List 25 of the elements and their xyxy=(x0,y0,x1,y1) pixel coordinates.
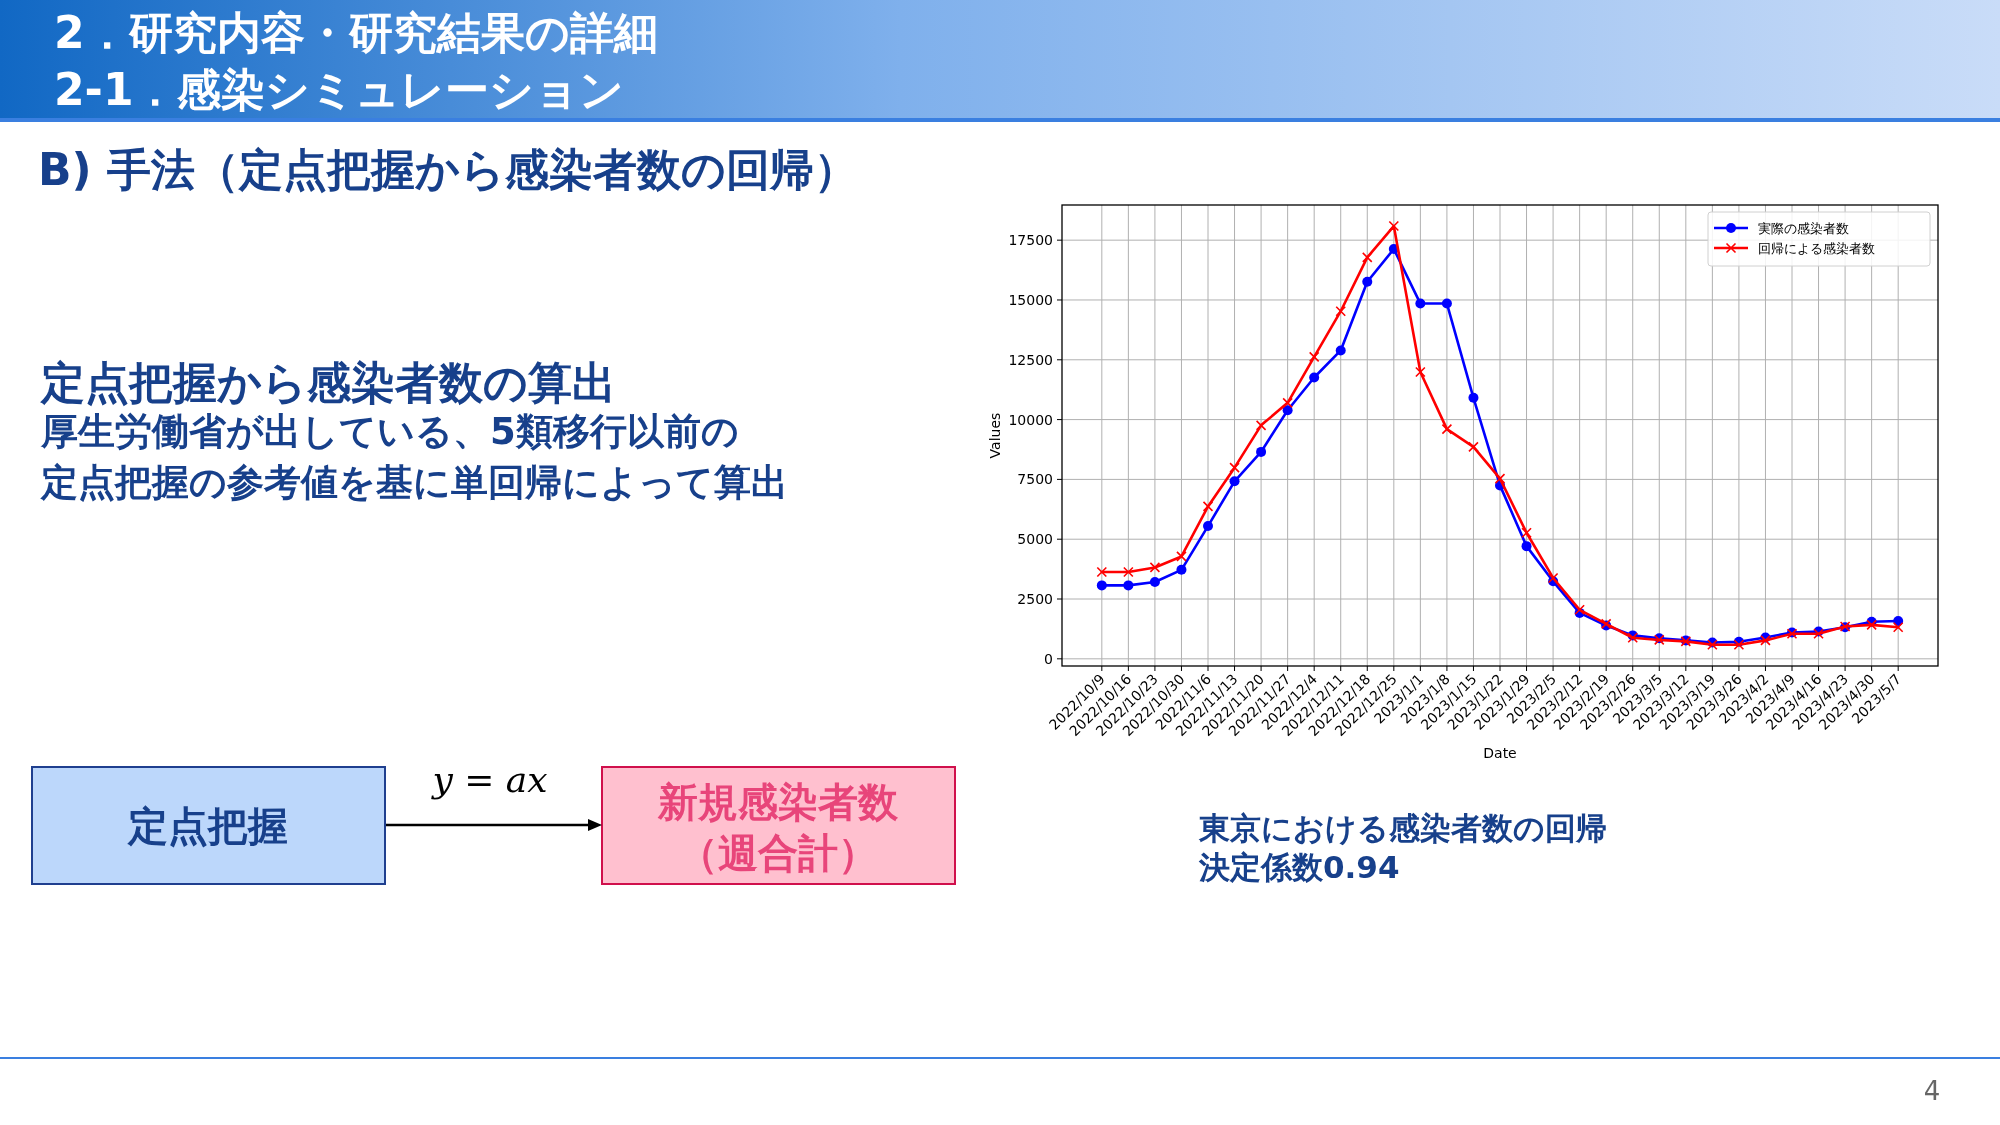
text: 4 xyxy=(1923,1076,1941,1106)
text: 新規感染者数 xyxy=(657,779,899,825)
text: B) 手法（定点把握から感染者数の回帰） xyxy=(38,144,858,195)
y-tick-label: 12500 xyxy=(1008,351,1053,368)
legend-label: 回帰による感染者数 xyxy=(1758,241,1875,256)
text: y = ax xyxy=(430,759,548,800)
text: 2．研究内容・研究結果の詳細 xyxy=(54,7,658,58)
y-tick-label: 15000 xyxy=(1008,291,1053,308)
text: 決定係数0.94 xyxy=(1198,849,1400,885)
y-tick-label: 7500 xyxy=(1017,471,1053,488)
y-tick-label: 17500 xyxy=(1008,232,1053,249)
text: 厚生労働省が出している、5類移行以前の xyxy=(40,410,739,453)
text: 定点把握の参考値を基に単回帰によって算出 xyxy=(40,461,788,504)
text: 2-1．感染シミュレーション xyxy=(54,64,625,115)
x-axis-title: Date xyxy=(1483,745,1517,761)
y-tick-label: 5000 xyxy=(1017,531,1053,548)
text: 定点把握から感染者数の算出 xyxy=(40,357,616,408)
text: 定点把握 xyxy=(127,803,288,849)
y-axis-title: Values xyxy=(987,412,1003,459)
y-tick-label: 2500 xyxy=(1017,591,1053,608)
y-tick-label: 0 xyxy=(1044,650,1053,667)
y-tick-label: 10000 xyxy=(1008,411,1053,428)
text: 東京における感染者数の回帰 xyxy=(1198,810,1607,846)
text: （週合計） xyxy=(678,830,878,876)
legend-label: 実際の感染者数 xyxy=(1758,221,1849,236)
